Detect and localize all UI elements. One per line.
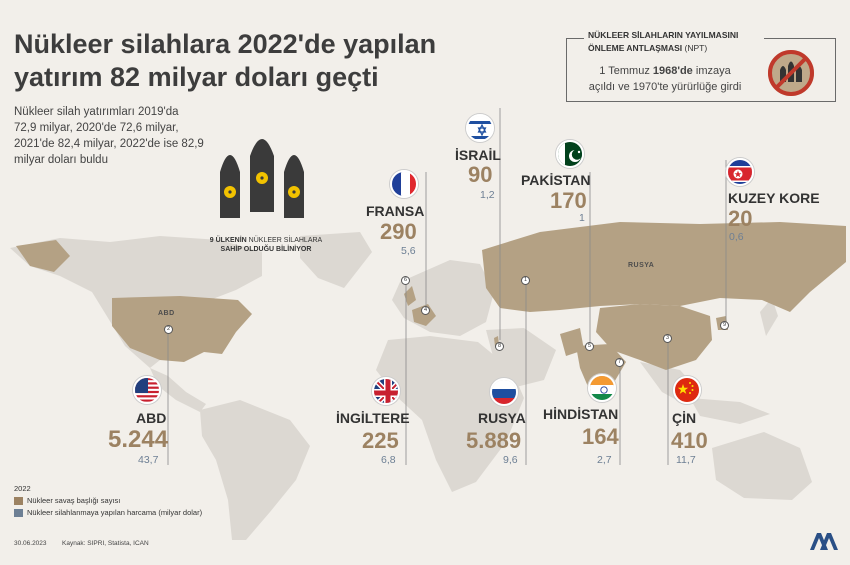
- no-nuclear-icon: [768, 50, 814, 96]
- npt-text-line-2: açıldı ve 1970'te yürürlüğe girdi: [588, 81, 742, 93]
- country-name-china: ÇİN: [672, 410, 697, 426]
- npt-title-line-2: ÖNLEME ANTLAŞMASI (NPT): [588, 42, 760, 55]
- uk-flag-icon: [372, 377, 400, 405]
- heads-russia: 5.889: [466, 428, 522, 453]
- missile-caption-rest: NÜKLEER SİLAHLARA: [246, 237, 323, 244]
- footer-date: 30.06.2023: [14, 540, 47, 547]
- legend-item-spend: Nükleer silahlanmaya yapılan harcama (mi…: [14, 508, 202, 517]
- north-korea-flag-icon: [726, 158, 754, 186]
- map-pin-uk: 6: [401, 276, 410, 285]
- map-pin-russia: 1: [521, 276, 530, 285]
- country-name-usa: ABD: [136, 410, 167, 426]
- usa-flag-icon: [133, 376, 161, 404]
- spend-pakistan: 1: [579, 212, 585, 224]
- missile-caption-bold: 9 ÜLKENİN: [209, 237, 247, 244]
- aa-logo-icon: [810, 533, 838, 550]
- missile-caption-line-2: SAHİP OLDUĞU BİLİNİYOR: [220, 246, 312, 253]
- spend-china: 11,7: [676, 454, 696, 466]
- map-pin-france: 4: [421, 306, 430, 315]
- heads-india: 164: [582, 424, 619, 449]
- heads-usa: 5.244: [108, 426, 169, 453]
- spend-usa: 43,7: [138, 454, 159, 466]
- nuclear-missile-icon: [220, 139, 304, 218]
- legend-year: 2022: [14, 484, 31, 493]
- country-name-india: HİNDİSTAN: [543, 406, 619, 422]
- npt-title-line-1: NÜKLEER SİLAHLARIN YAYILMASINI: [588, 30, 739, 40]
- npt-title: NÜKLEER SİLAHLARIN YAYILMASINI ÖNLEME AN…: [584, 29, 764, 55]
- map-pin-india: 7: [615, 358, 624, 367]
- country-name-russia: RUSYA: [478, 410, 526, 426]
- page-title: Nükleer silahlara 2022'de yapılan yatırı…: [14, 28, 484, 94]
- pakistan-flag-icon: [556, 140, 584, 168]
- country-name-pakistan: PAKİSTAN: [521, 172, 591, 188]
- map-pin-usa: 2: [164, 325, 173, 334]
- spend-france: 5,6: [401, 245, 416, 257]
- npt-text-pre: 1 Temmuz: [599, 65, 653, 77]
- spend-india: 2,7: [597, 454, 612, 466]
- map-label-russia: RUSYA: [628, 262, 655, 269]
- heads-israel: 90: [468, 162, 493, 187]
- map-pin-israel: 8: [495, 342, 504, 351]
- spend-north-korea: 0,6: [729, 231, 744, 243]
- heads-france: 290: [380, 219, 417, 244]
- spend-israel: 1,2: [480, 189, 495, 201]
- map-pin-pakistan: 5: [585, 342, 594, 351]
- china-flag-icon: [673, 376, 701, 404]
- npt-text: 1 Temmuz 1968'de imzaya açıldı ve 1970't…: [572, 63, 758, 95]
- map-pin-china: 3: [663, 334, 672, 343]
- npt-title-main: ÖNLEME ANTLAŞMASI: [588, 43, 683, 53]
- legend-item-heads: Nükleer savaş başlığı sayısı: [14, 496, 120, 505]
- russia-flag-icon: [490, 378, 518, 406]
- legend-swatch-heads: [14, 496, 23, 505]
- country-name-uk: İNGİLTERE: [336, 410, 410, 426]
- india-flag-icon: [588, 374, 616, 402]
- missile-caption: 9 ÜLKENİN NÜKLEER SİLAHLARA SAHİP OLDUĞU…: [196, 236, 336, 254]
- missile-caption-line-1: 9 ÜLKENİN NÜKLEER SİLAHLARA: [196, 236, 336, 245]
- country-name-israel: İSRAİL: [455, 147, 501, 163]
- france-flag-icon: [390, 170, 418, 198]
- spend-russia: 9,6: [503, 454, 518, 466]
- legend-label-heads: Nükleer savaş başlığı sayısı: [27, 496, 121, 505]
- title-line-2: yatırım 82 milyar doları geçti: [14, 62, 379, 92]
- title-line-1: Nükleer silahlara 2022'de yapılan: [14, 29, 437, 59]
- npt-text-line-1: 1 Temmuz 1968'de imzaya: [572, 63, 758, 79]
- legend-swatch-spend: [14, 508, 23, 517]
- legend-label-spend: Nükleer silahlanmaya yapılan harcama (mi…: [27, 508, 203, 517]
- npt-text-post: imzaya: [692, 65, 731, 77]
- intro-text: Nükleer silah yatırımları 2019'da 72,9 m…: [14, 106, 204, 166]
- heads-china: 410: [671, 428, 708, 453]
- country-name-france: FRANSA: [366, 203, 425, 219]
- footer-source: Kaynak: SIPRI, Statista, ICAN: [62, 540, 149, 547]
- heads-pakistan: 170: [550, 188, 587, 213]
- map-label-usa: ABD: [158, 310, 175, 317]
- heads-uk: 225: [362, 428, 399, 453]
- spend-uk: 6,8: [381, 454, 396, 466]
- israel-flag-icon: [466, 114, 494, 142]
- country-name-north-korea: KUZEY KORE: [728, 190, 820, 206]
- heads-north-korea: 20: [728, 206, 753, 231]
- map-pin-north-korea: 9: [720, 321, 729, 330]
- npt-text-year: 1968'de: [652, 65, 693, 77]
- npt-title-suffix: (NPT): [684, 43, 708, 53]
